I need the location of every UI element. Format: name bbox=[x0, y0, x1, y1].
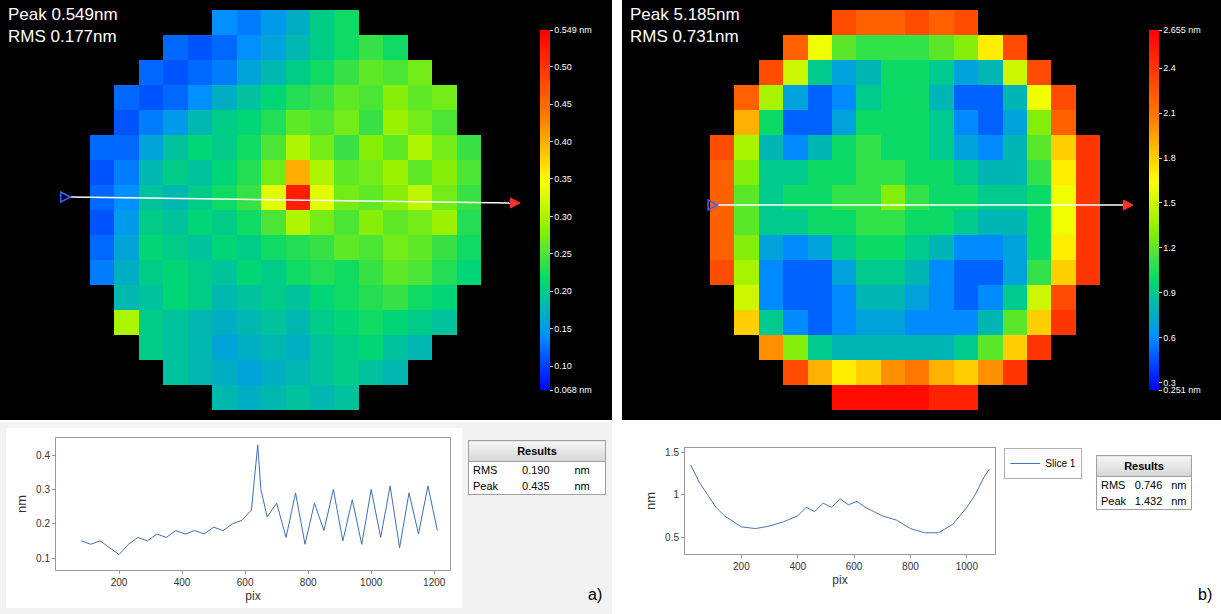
svg-text:0.50: 0.50 bbox=[554, 62, 572, 72]
svg-text:2.1: 2.1 bbox=[1163, 108, 1176, 118]
html-text:a): a) bbox=[588, 586, 603, 603]
svg-text:1.8: 1.8 bbox=[1163, 153, 1176, 163]
svg-text:0.068 nm: 0.068 nm bbox=[554, 385, 592, 395]
svg-text:1200: 1200 bbox=[423, 577, 446, 588]
html-text:RMS: RMS bbox=[473, 464, 498, 476]
html-text:b): b) bbox=[1198, 586, 1213, 603]
svg-text:800: 800 bbox=[300, 577, 317, 588]
svg-text:0.15: 0.15 bbox=[554, 324, 572, 334]
svg-text:0.3: 0.3 bbox=[36, 484, 50, 495]
html-text:Results: Results bbox=[517, 445, 557, 457]
html-text:0.190: 0.190 bbox=[522, 464, 550, 476]
svg-text:0.1: 0.1 bbox=[36, 553, 50, 564]
html-text:RMS 0.731nm: RMS 0.731nm bbox=[630, 27, 739, 46]
svg-text:0.40: 0.40 bbox=[554, 137, 572, 147]
html-text:nm: nm bbox=[1171, 479, 1187, 491]
svg-text:nm: nm bbox=[14, 495, 29, 513]
svg-text:pix: pix bbox=[832, 573, 847, 587]
svg-text:0.10: 0.10 bbox=[554, 361, 572, 371]
svg-text:1.2: 1.2 bbox=[1163, 243, 1176, 253]
html-text:RMS 0.177nm: RMS 0.177nm bbox=[8, 27, 117, 46]
svg-text:0.549 nm: 0.549 nm bbox=[554, 25, 592, 35]
svg-text:0.4: 0.4 bbox=[36, 450, 50, 461]
svg-text:0.30: 0.30 bbox=[554, 212, 572, 222]
svg-text:Slice 1: Slice 1 bbox=[1045, 458, 1075, 469]
svg-text:400: 400 bbox=[789, 561, 806, 572]
svg-text:1.5: 1.5 bbox=[665, 447, 679, 458]
html-text:nm: nm bbox=[574, 480, 590, 492]
svg-text:600: 600 bbox=[846, 561, 863, 572]
svg-text:1.5: 1.5 bbox=[1163, 198, 1176, 208]
html-text:Peak 0.549nm: Peak 0.549nm bbox=[8, 5, 118, 24]
html-text:1.432: 1.432 bbox=[1134, 495, 1163, 507]
svg-text:0.6: 0.6 bbox=[1163, 333, 1176, 343]
html-text:Peak: Peak bbox=[1101, 495, 1127, 507]
html-text:Results: Results bbox=[1124, 460, 1164, 472]
html-text:nm: nm bbox=[574, 464, 590, 476]
svg-text:200: 200 bbox=[733, 561, 750, 572]
html-text:0.746: 0.746 bbox=[1134, 479, 1163, 491]
html-text:0.435: 0.435 bbox=[522, 480, 550, 492]
svg-text:0.20: 0.20 bbox=[554, 286, 572, 296]
svg-text:0.9: 0.9 bbox=[1163, 288, 1176, 298]
svg-text:400: 400 bbox=[174, 577, 191, 588]
svg-text:nm: nm bbox=[643, 492, 658, 510]
svg-text:1000: 1000 bbox=[956, 561, 979, 572]
html-text:Peak 5.185nm: Peak 5.185nm bbox=[630, 5, 740, 24]
svg-text:0.45: 0.45 bbox=[554, 99, 572, 109]
svg-text:0.251 nm: 0.251 nm bbox=[1163, 385, 1201, 395]
svg-text:0.25: 0.25 bbox=[554, 249, 572, 259]
svg-text:600: 600 bbox=[237, 577, 254, 588]
svg-text:pix: pix bbox=[245, 589, 260, 603]
svg-text:200: 200 bbox=[111, 577, 128, 588]
html-text:nm: nm bbox=[1171, 495, 1187, 507]
svg-text:800: 800 bbox=[902, 561, 919, 572]
svg-text:0.2: 0.2 bbox=[36, 518, 50, 529]
svg-text:1000: 1000 bbox=[360, 577, 383, 588]
svg-text:0.5: 0.5 bbox=[665, 532, 679, 543]
svg-text:2.655 nm: 2.655 nm bbox=[1163, 25, 1201, 35]
svg-text:1: 1 bbox=[673, 489, 679, 500]
svg-text:2.4: 2.4 bbox=[1163, 63, 1176, 73]
svg-text:0.35: 0.35 bbox=[554, 174, 572, 184]
html-text:RMS: RMS bbox=[1101, 479, 1126, 491]
svg-text:0.3: 0.3 bbox=[1163, 378, 1176, 388]
html-text:Peak: Peak bbox=[473, 480, 499, 492]
